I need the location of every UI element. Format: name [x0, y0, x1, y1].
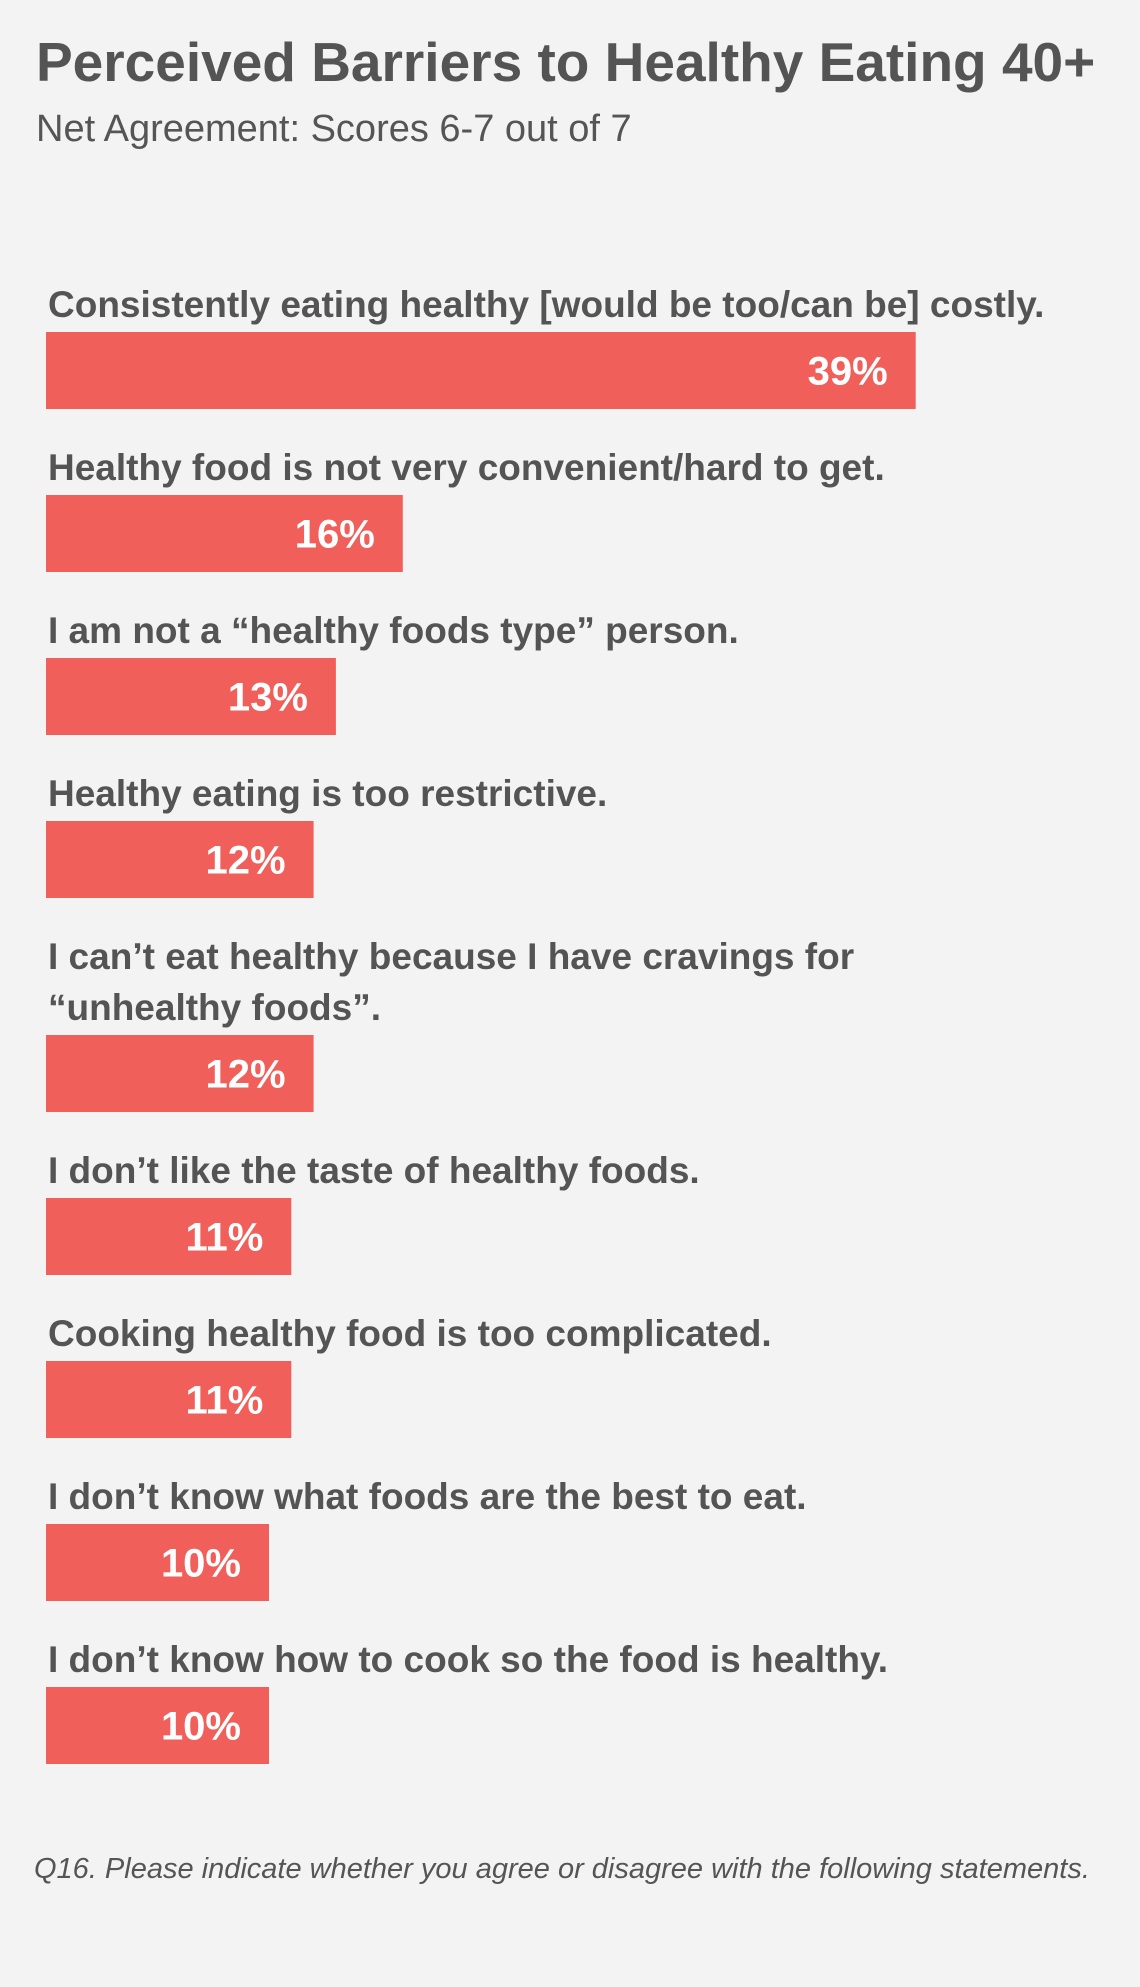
data-label: 13%	[228, 676, 308, 720]
data-label: 12%	[206, 1053, 286, 1097]
bar	[46, 658, 336, 735]
data-label: 39%	[808, 350, 888, 394]
data-label: 11%	[185, 1216, 263, 1260]
footnote: Q16. Please indicate whether you agree o…	[34, 1853, 1090, 1885]
chart-title: Perceived Barriers to Healthy Eating 40+	[36, 31, 1096, 93]
bar	[46, 1361, 292, 1438]
category-label: I can’t eat healthy because I have cravi…	[48, 936, 854, 1028]
category-label: Healthy food is not very convenient/hard…	[48, 447, 885, 488]
category-label: I don’t know what foods are the best to …	[48, 1476, 807, 1517]
bar	[46, 1198, 292, 1275]
bar	[46, 1687, 269, 1764]
category-label: I don’t know how to cook so the food is …	[48, 1639, 888, 1680]
bar	[46, 495, 403, 572]
bar	[46, 1035, 314, 1112]
data-label: 10%	[161, 1705, 241, 1749]
category-label: Healthy eating is too restrictive.	[48, 773, 607, 814]
data-label: 16%	[295, 513, 375, 557]
category-label: Cooking healthy food is too complicated.	[48, 1313, 772, 1354]
bar	[46, 821, 314, 898]
data-label: 11%	[185, 1379, 263, 1423]
data-label: 10%	[161, 1542, 241, 1586]
bar	[46, 332, 916, 409]
category-label: Consistently eating healthy [would be to…	[48, 284, 1044, 325]
category-label: I don’t like the taste of healthy foods.	[48, 1150, 700, 1191]
chart-subtitle: Net Agreement: Scores 6-7 out of 7	[36, 108, 632, 150]
category-label: I am not a “healthy foods type” person.	[48, 610, 739, 651]
bar	[46, 1524, 269, 1601]
data-label: 12%	[206, 839, 286, 883]
